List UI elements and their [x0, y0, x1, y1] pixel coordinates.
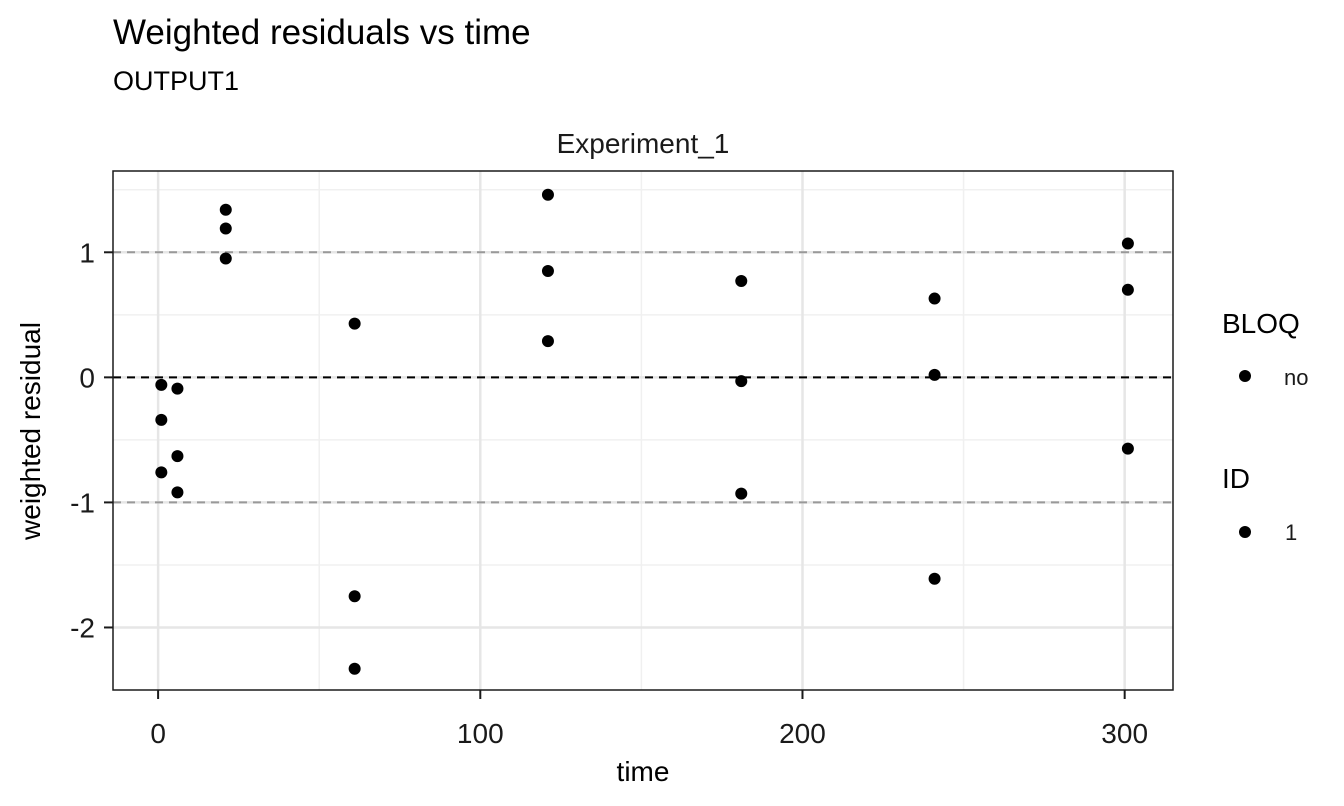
data-point	[219, 203, 232, 216]
data-point	[348, 590, 361, 603]
x-tick-label: 200	[779, 718, 826, 749]
data-point	[1121, 237, 1134, 250]
facet-strip-label: Experiment_1	[557, 128, 730, 159]
data-point	[735, 375, 748, 388]
data-point	[348, 662, 361, 675]
data-point	[155, 378, 168, 391]
data-point	[155, 413, 168, 426]
data-point	[219, 222, 232, 235]
x-axis-label: time	[617, 756, 670, 787]
data-point	[171, 382, 184, 395]
legend-bloq-label: no	[1284, 365, 1308, 390]
legend-bloq-key	[1239, 370, 1251, 382]
x-tick-label: 0	[150, 718, 166, 749]
points-layer	[155, 188, 1134, 675]
chart-subtitle: OUTPUT1	[113, 66, 239, 96]
reference-lines	[113, 251, 1173, 504]
data-point	[928, 572, 941, 585]
data-point	[928, 292, 941, 305]
y-tick-label: 1	[79, 237, 95, 268]
data-point	[928, 368, 941, 381]
data-point	[1121, 442, 1134, 455]
data-point	[155, 466, 168, 479]
data-point	[541, 265, 554, 278]
data-point	[219, 252, 232, 265]
x-axis-ticks: 0 100 200 300	[150, 690, 1148, 749]
legend-bloq-title: BLOQ	[1222, 308, 1300, 339]
legend-id-key	[1239, 526, 1251, 538]
panel-border	[112, 170, 1174, 691]
chart-title: Weighted residuals vs time	[113, 13, 531, 52]
x-tick-label: 300	[1101, 718, 1148, 749]
y-axis-label: weighted residual	[15, 322, 46, 541]
data-point	[735, 487, 748, 500]
y-axis-ticks: 1 0 -1 -2	[70, 237, 113, 643]
y-tick-label: -1	[70, 487, 95, 518]
data-point	[348, 317, 361, 330]
legend-id-label: 1	[1285, 520, 1297, 545]
x-tick-label: 100	[457, 718, 504, 749]
legend-bloq: BLOQ no	[1222, 308, 1308, 390]
legend-id: ID 1	[1222, 463, 1297, 545]
legend-id-title: ID	[1222, 463, 1250, 494]
data-point	[735, 275, 748, 288]
y-tick-label: 0	[79, 362, 95, 393]
data-point	[541, 335, 554, 348]
data-point	[1121, 283, 1134, 296]
data-point	[171, 486, 184, 499]
data-point	[171, 450, 184, 463]
grid-layer	[113, 171, 1173, 690]
data-point	[541, 188, 554, 201]
y-tick-label: -2	[70, 612, 95, 643]
